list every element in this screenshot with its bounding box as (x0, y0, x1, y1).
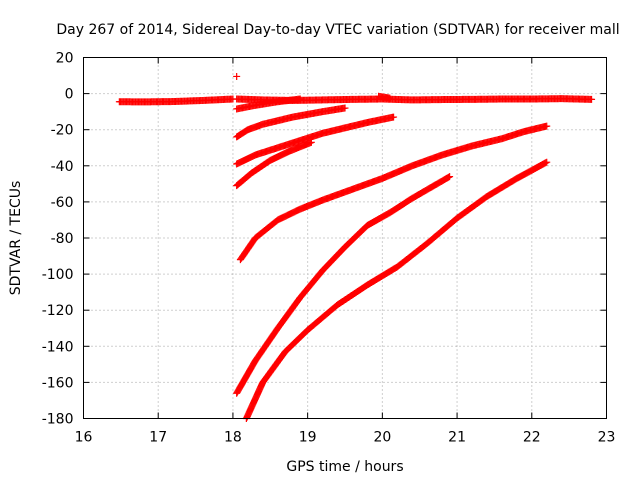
y-tick-label: -40 (51, 159, 74, 175)
y-tick-label: -120 (42, 303, 74, 319)
y-tick-label: -80 (51, 231, 74, 247)
x-tick-label: 18 (224, 430, 242, 446)
data-point (543, 158, 551, 166)
y-axis-label: SDTVAR / TECUs (8, 181, 24, 296)
data-point (233, 72, 241, 80)
data-series (233, 95, 304, 113)
data-series (233, 104, 349, 141)
data-point (386, 94, 394, 102)
y-tick-label: -100 (42, 267, 74, 283)
x-tick-label: 16 (75, 430, 93, 446)
x-tick-label: 22 (523, 430, 541, 446)
data-series (233, 138, 315, 190)
data-point (296, 95, 304, 103)
y-tick-label: 20 (56, 51, 74, 67)
data-points (115, 72, 596, 422)
y-tick-label: -60 (51, 195, 74, 211)
data-series (233, 72, 241, 80)
y-tick-label: 0 (65, 87, 74, 103)
x-tick-label: 20 (373, 430, 391, 446)
data-point (445, 173, 453, 181)
x-axis-label: GPS time / hours (286, 459, 403, 475)
plot-frame (83, 57, 607, 419)
data-series (242, 158, 551, 422)
data-point (307, 138, 315, 146)
y-tick-label: -20 (51, 123, 74, 139)
chart-title: Day 267 of 2014, Sidereal Day-to-day VTE… (56, 22, 619, 38)
data-point (543, 122, 551, 130)
data-series (233, 173, 454, 397)
x-tick-label: 21 (448, 430, 466, 446)
data-point (341, 104, 349, 112)
y-tick-label: -180 (42, 412, 74, 428)
x-tick-label: 19 (299, 430, 317, 446)
data-series (115, 95, 237, 106)
data-point (390, 113, 398, 121)
y-tick-labels: 20 0 -20 -40 -60 -80 -100 -120 -140 -160 -180 (42, 51, 74, 428)
y-tick-label: -160 (42, 375, 74, 391)
data-point (446, 173, 454, 181)
x-tick-labels: 16 17 18 19 20 21 22 23 (75, 430, 616, 446)
data-series (375, 92, 394, 102)
grid-lines (83, 57, 607, 419)
y-tick-label: -140 (42, 339, 74, 355)
data-series (236, 122, 551, 264)
x-tick-label: 23 (598, 430, 616, 446)
data-point (588, 95, 596, 103)
x-tick-label: 17 (149, 430, 167, 446)
data-series (233, 113, 398, 168)
